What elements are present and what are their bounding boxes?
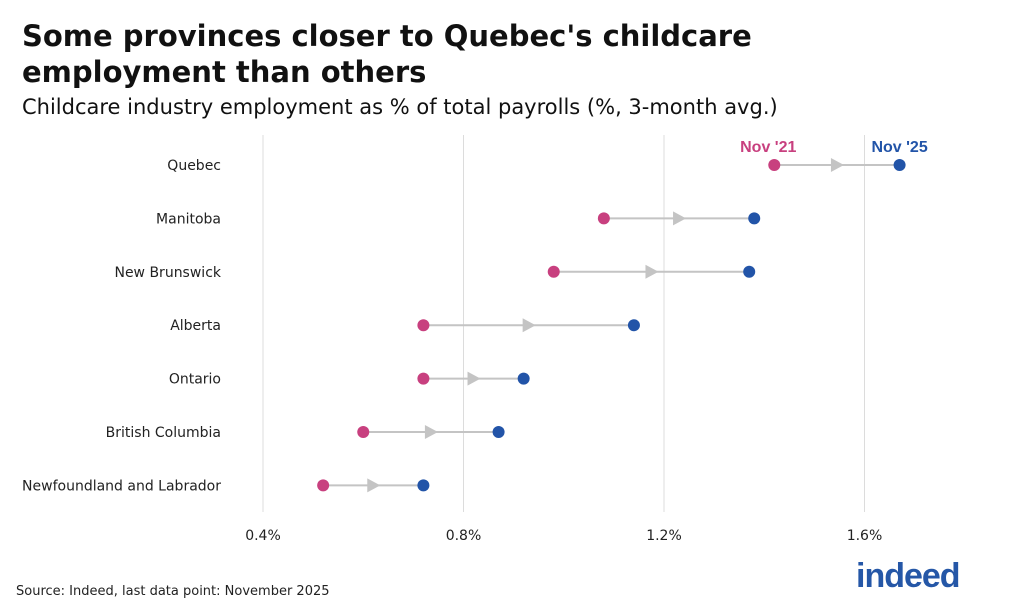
point-nov25 [492, 426, 505, 438]
point-nov25 [743, 265, 756, 278]
direction-arrow [367, 478, 381, 493]
point-nov21 [417, 319, 430, 332]
point-nov25 [748, 212, 761, 225]
point-nov21 [417, 372, 430, 385]
point-nov21 [357, 426, 370, 438]
direction-arrow [424, 425, 438, 439]
point-nov21 [597, 212, 610, 225]
direction-arrow [830, 158, 844, 172]
chart-subtitle: Childcare industry employment as % of to… [22, 95, 778, 119]
category-label: New Brunswick [114, 265, 221, 281]
point-nov21 [317, 479, 330, 492]
point-nov21 [547, 265, 560, 278]
legend-label-nov21: Nov '21 [740, 139, 796, 156]
point-nov25 [417, 479, 430, 492]
category-label: Manitoba [156, 211, 221, 227]
indeed-logo: indeed [856, 557, 961, 595]
direction-arrow [673, 211, 687, 226]
direction-arrow [522, 318, 536, 333]
point-nov25 [627, 319, 640, 332]
category-label: Newfoundland and Labrador [22, 478, 221, 494]
chart-title: Some provinces closer to Quebec's childc… [22, 19, 752, 89]
point-nov21 [768, 159, 781, 171]
direction-arrow [645, 264, 659, 279]
x-tick-label: 0.8% [446, 528, 482, 544]
direction-arrow [467, 371, 481, 386]
point-nov25 [893, 159, 906, 171]
category-label: Alberta [170, 318, 221, 334]
x-tick-label: 1.2% [646, 528, 682, 544]
category-label: Ontario [169, 372, 221, 388]
source-note: Source: Indeed, last data point: Novembe… [16, 584, 330, 599]
category-label: Quebec [167, 158, 221, 174]
x-tick-label: 1.6% [847, 528, 883, 544]
point-nov25 [517, 372, 530, 385]
x-tick-label: 0.4% [245, 528, 281, 544]
category-label: British Columbia [106, 425, 221, 441]
legend-label-nov25: Nov '25 [871, 139, 927, 156]
